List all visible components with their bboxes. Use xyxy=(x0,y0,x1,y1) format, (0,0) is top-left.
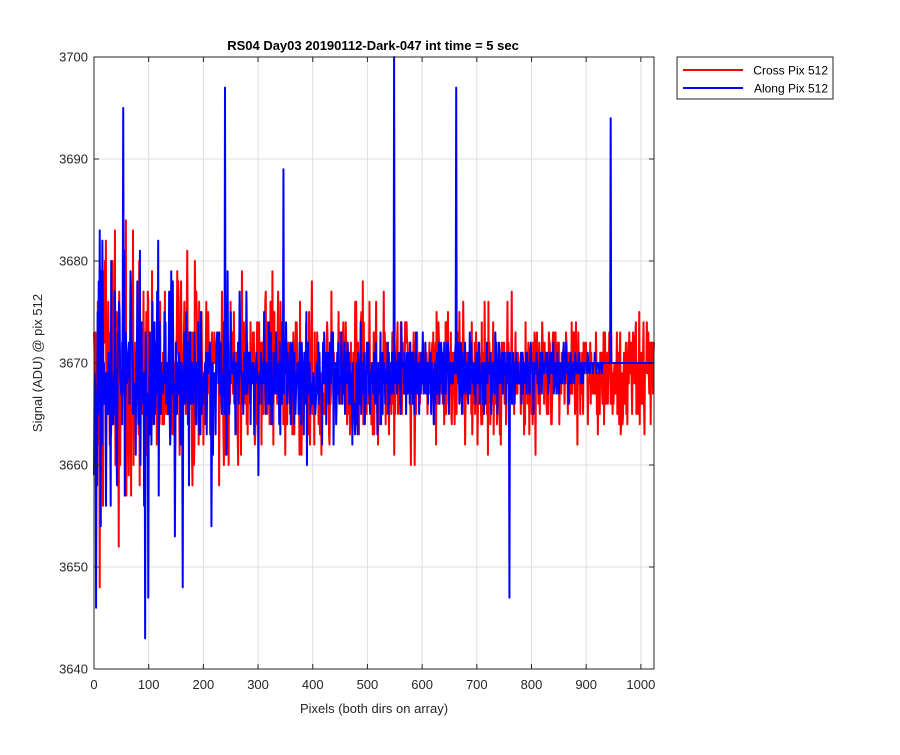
y-tick-label: 3650 xyxy=(59,560,88,575)
x-tick-label: 200 xyxy=(193,677,215,692)
axis-ticks: 0 100 200 300 400 500 600 700 800 900 1000 3640 3650… xyxy=(59,50,655,693)
legend-box xyxy=(676,56,834,100)
x-tick-label: 1000 xyxy=(626,677,655,692)
y-tick-label: 3680 xyxy=(59,254,88,269)
x-axis-label: Pixels (both dirs on array) xyxy=(300,701,448,716)
x-tick-label: 500 xyxy=(357,677,379,692)
legend-label-along: Along Pix 512 xyxy=(754,82,828,96)
legend: Cross Pix 512 Along Pix 512 xyxy=(676,56,834,100)
y-tick-label: 3660 xyxy=(59,458,88,473)
x-tick-label: 900 xyxy=(575,677,597,692)
y-tick-label: 3700 xyxy=(59,50,88,65)
series-layer xyxy=(93,56,655,640)
series-line-along-pix-512 xyxy=(93,56,655,640)
x-tick-label: 700 xyxy=(466,677,488,692)
legend-label-cross: Cross Pix 512 xyxy=(753,64,828,78)
y-tick-label: 3670 xyxy=(59,356,88,371)
x-tick-label: 300 xyxy=(247,677,269,692)
chart-title: RS04 Day03 20190112-Dark-047 int time = … xyxy=(227,38,519,53)
x-tick-label: 400 xyxy=(302,677,324,692)
x-tick-label: 0 xyxy=(90,677,97,692)
y-tick-label: 3690 xyxy=(59,152,88,167)
x-tick-label: 600 xyxy=(411,677,433,692)
y-axis-label: Signal (ADU) @ pix 512 xyxy=(30,294,45,432)
x-tick-label: 800 xyxy=(521,677,543,692)
y-tick-label: 3640 xyxy=(59,662,88,677)
x-tick-label: 100 xyxy=(138,677,160,692)
